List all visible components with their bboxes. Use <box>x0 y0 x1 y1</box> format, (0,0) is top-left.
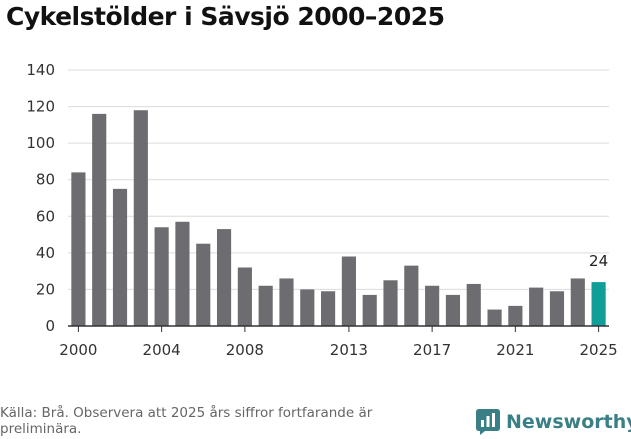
bar-2021 <box>508 305 523 326</box>
y-tick-label: 120 <box>26 98 55 116</box>
y-tick-label: 40 <box>36 244 55 262</box>
bar-2002 <box>112 188 128 326</box>
brand-logo: Newsworthy <box>476 409 631 435</box>
bar-2017 <box>425 285 440 326</box>
bar-2023 <box>549 291 565 326</box>
bar-2014 <box>362 294 377 326</box>
bar-2010 <box>279 278 294 326</box>
y-tick-label: 100 <box>26 134 55 152</box>
bars <box>71 110 606 326</box>
bar-2008 <box>237 267 252 326</box>
y-tick-label: 140 <box>26 61 55 79</box>
bar-2015 <box>383 280 398 326</box>
x-axis-ticks: 2000 2004 2008 2013 2017 2021 2025 <box>59 326 618 359</box>
bar-2009 <box>258 285 273 326</box>
y-tick-label: 80 <box>36 171 55 189</box>
chart-title: Cykelstölder i Sävsjö 2000–2025 <box>6 2 445 31</box>
bar-2013 <box>341 256 356 326</box>
y-axis-ticks: 0 20 40 60 80 100 120 140 <box>26 61 55 335</box>
x-tick-label: 2021 <box>496 341 534 359</box>
bar-2006 <box>196 243 211 326</box>
bar-2018 <box>445 294 461 326</box>
bar-2012 <box>321 291 336 326</box>
bar-2005 <box>175 221 190 326</box>
bar-2004 <box>154 227 169 326</box>
data-labels: 24 <box>589 252 608 270</box>
bar-2001 <box>92 113 107 326</box>
bar-2011 <box>300 289 315 326</box>
newsworthy-logo-icon <box>476 409 500 435</box>
bar-2019 <box>466 283 481 326</box>
y-tick-label: 0 <box>45 317 55 335</box>
bar-2000 <box>71 172 86 326</box>
y-tick-label: 60 <box>36 207 55 225</box>
bar-2024 <box>570 278 585 326</box>
bar-2007 <box>216 229 232 326</box>
bar-2016 <box>404 265 419 326</box>
bar-2020 <box>487 309 502 326</box>
x-tick-label: 2013 <box>330 341 368 359</box>
bar-2003 <box>133 110 148 326</box>
source-note: Källa: Brå. Observera att 2025 års siffr… <box>0 405 373 437</box>
x-tick-label: 2025 <box>580 341 618 359</box>
brand-name: Newsworthy <box>506 411 631 433</box>
x-tick-label: 2017 <box>413 341 451 359</box>
x-tick-label: 2008 <box>226 341 264 359</box>
y-tick-label: 20 <box>36 280 55 298</box>
bar-2022 <box>529 287 544 326</box>
x-tick-label: 2004 <box>143 341 181 359</box>
gridlines <box>68 69 609 290</box>
x-tick-label: 2000 <box>59 341 97 359</box>
bar-2025 <box>591 282 606 326</box>
data-label-2025: 24 <box>589 252 608 270</box>
